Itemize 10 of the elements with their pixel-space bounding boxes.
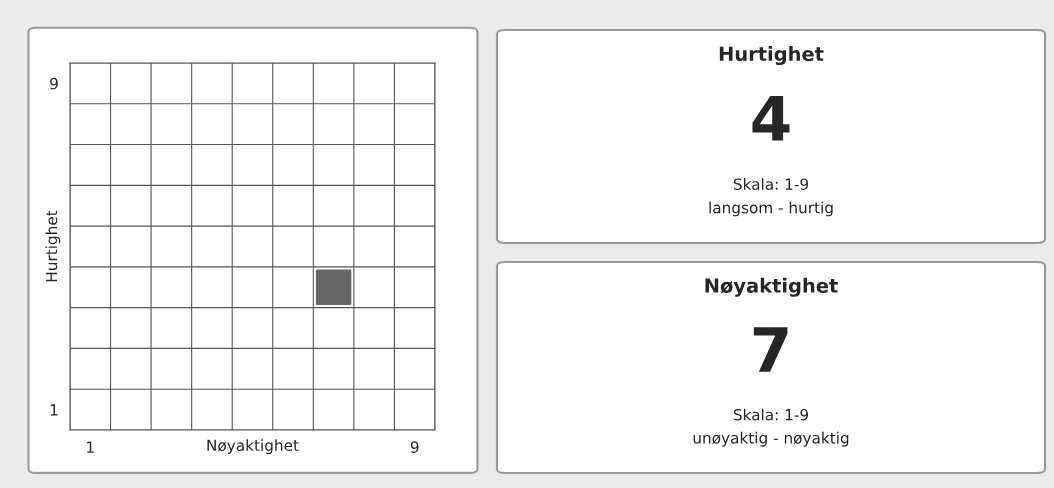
- text: 7: [753, 327, 788, 372]
- text: Skala: 1-9: [733, 408, 809, 421]
- text: Skala: 1-9: [733, 178, 809, 190]
- text: langsom - hurtig: [709, 201, 833, 217]
- text: Hurtighet: [719, 46, 824, 66]
- x-axis-title: Nøyaktighet: [207, 439, 299, 454]
- text: Nøyaktighet: [705, 277, 838, 297]
- text: unøyaktig - nøyaktig: [693, 431, 849, 447]
- text: 4: [752, 96, 790, 141]
- y-axis-title: Hurtighet: [45, 210, 61, 282]
